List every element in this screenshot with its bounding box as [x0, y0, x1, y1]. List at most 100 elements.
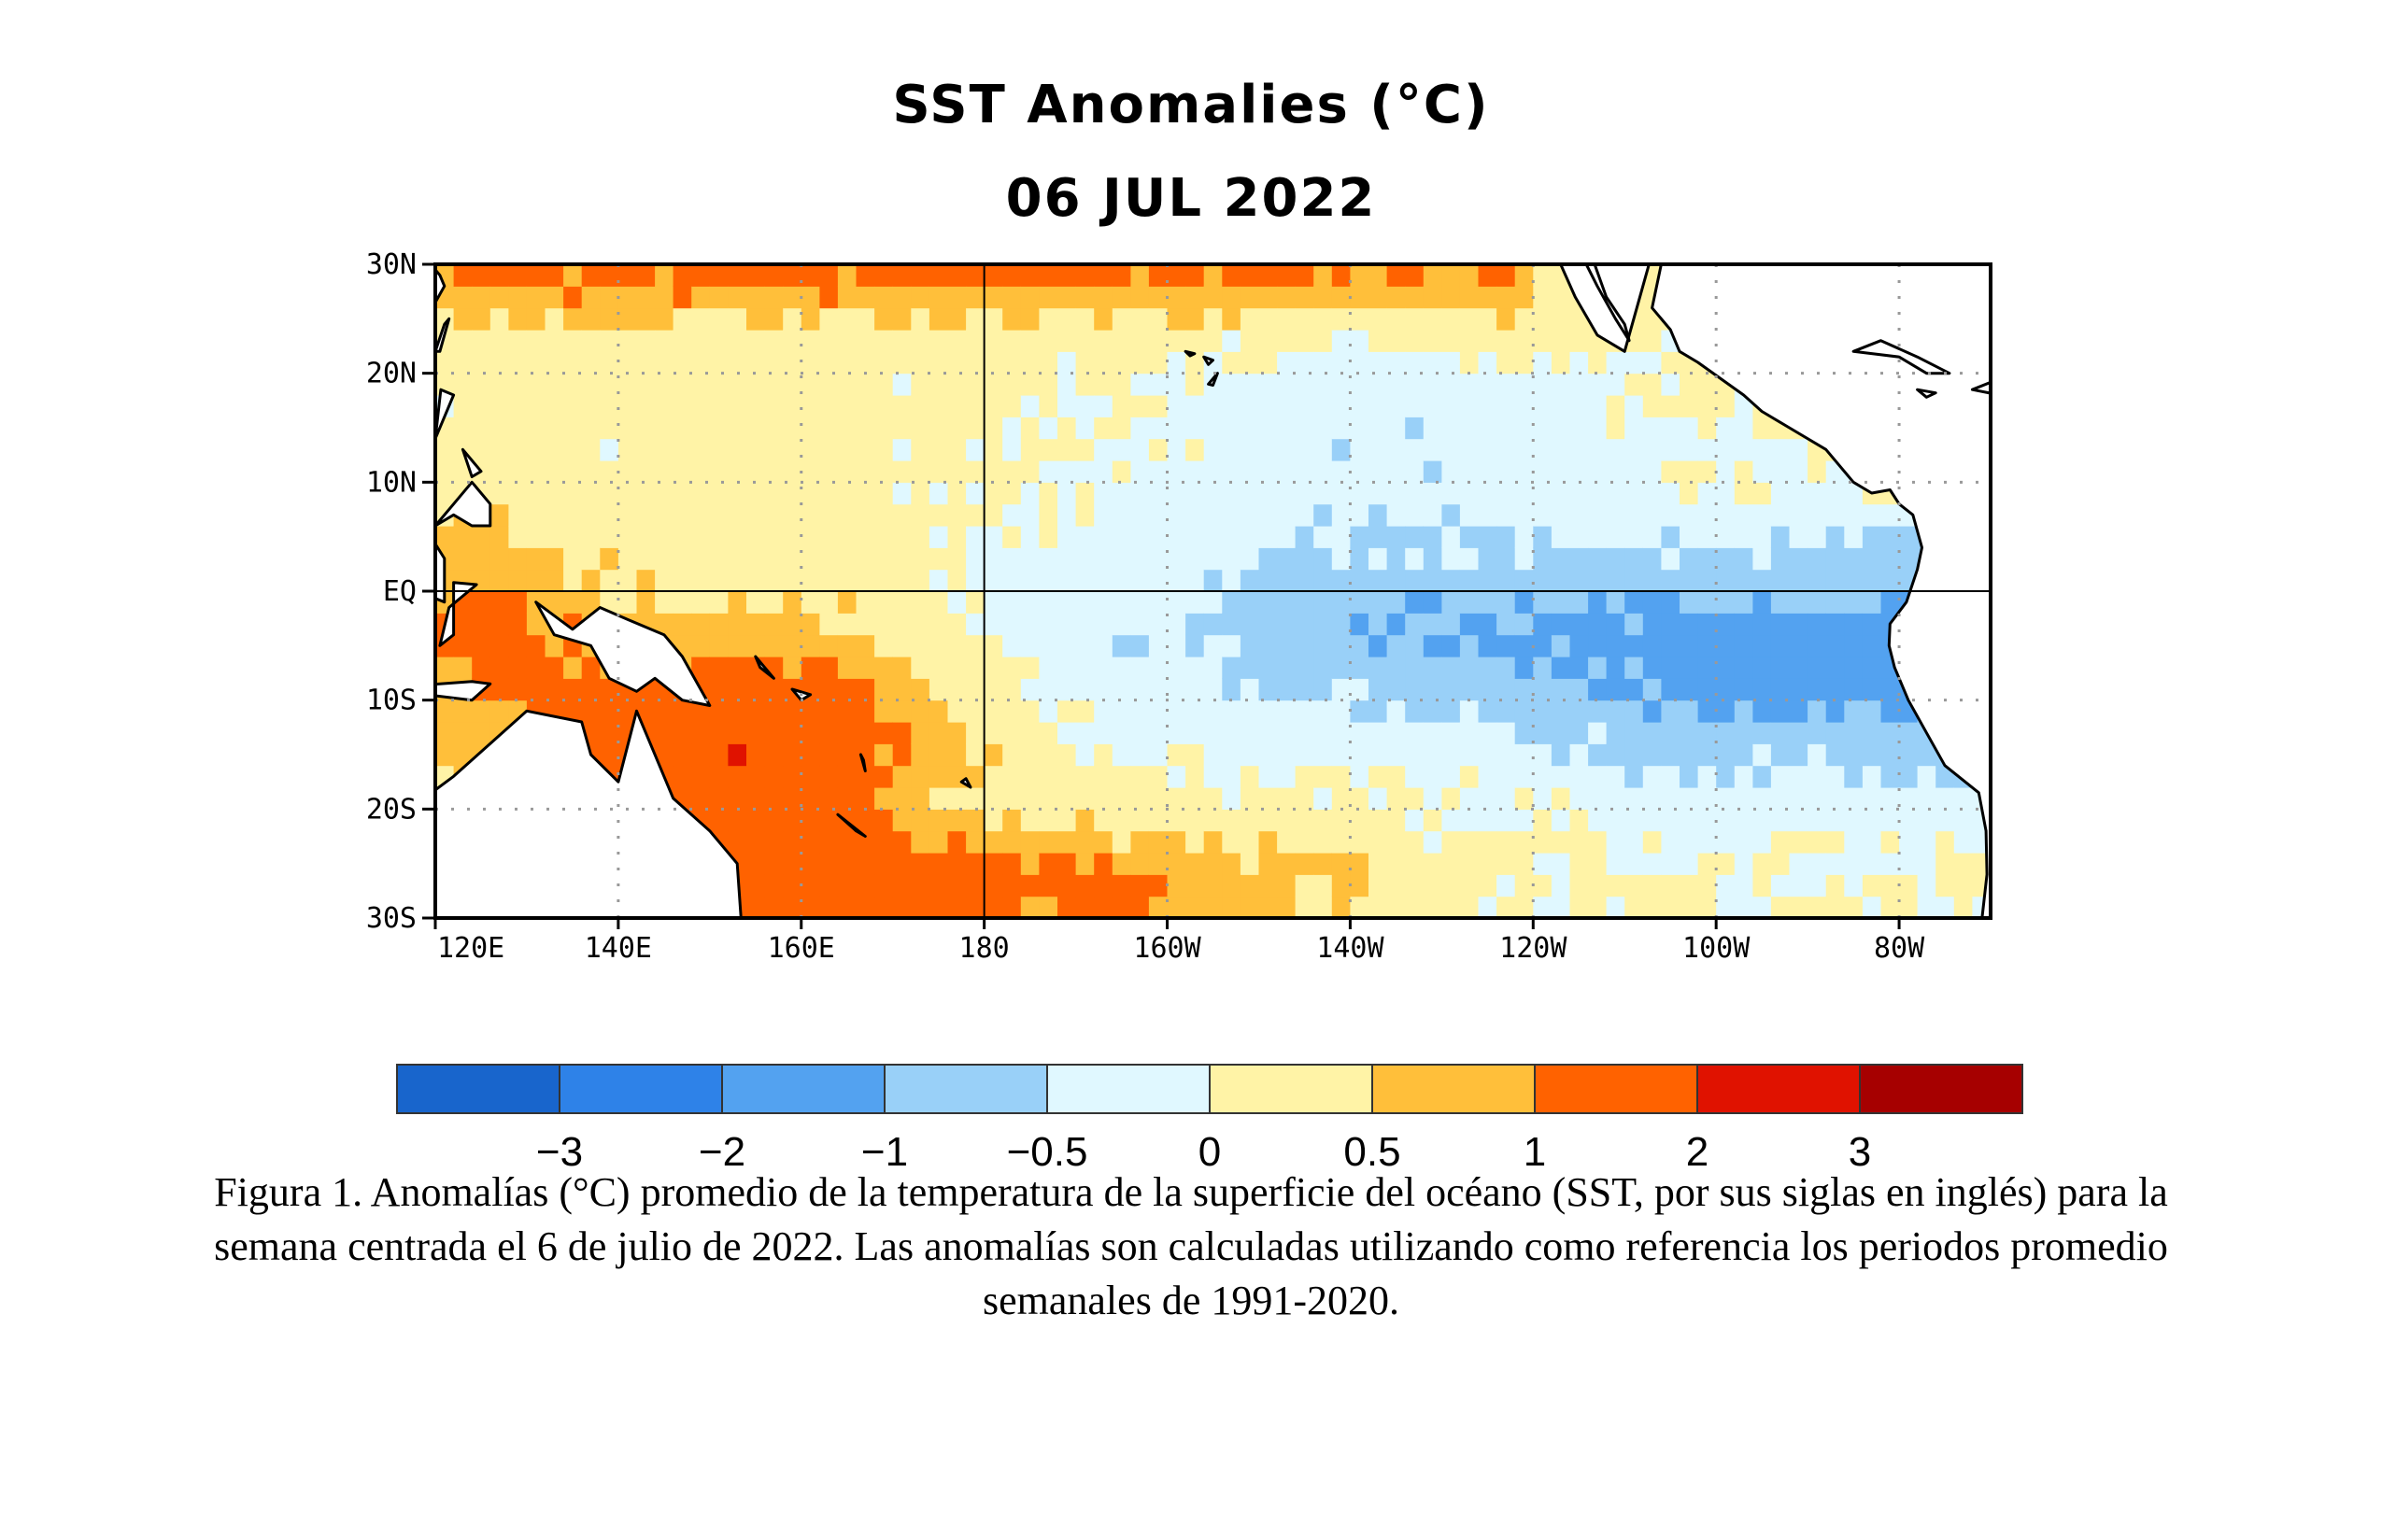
- anomaly-cell: [1020, 417, 1040, 440]
- anomaly-cell: [617, 264, 638, 287]
- anomaly-cell: [1697, 722, 1717, 744]
- anomaly-cell: [691, 569, 711, 592]
- anomaly-cell: [1825, 853, 1845, 875]
- anomaly-cell: [1624, 569, 1644, 592]
- anomaly-cell: [1277, 307, 1297, 331]
- anomaly-cell: [856, 613, 875, 636]
- anomaly-cell: [1258, 373, 1278, 396]
- anomaly-cell: [929, 373, 949, 396]
- anomaly-cell: [709, 809, 729, 832]
- anomaly-cell: [1167, 569, 1186, 592]
- anomaly-cell: [1880, 722, 1900, 744]
- anomaly-cell: [1112, 657, 1131, 679]
- anomaly-cell: [655, 547, 674, 571]
- anomaly-cell: [617, 330, 638, 352]
- colorbar-swatch: [1534, 1064, 1698, 1114]
- anomaly-cell: [1167, 853, 1186, 875]
- anomaly-cell: [947, 743, 967, 767]
- anomaly-cell: [1752, 809, 1772, 832]
- anomaly-cell: [929, 482, 949, 505]
- anomaly-cell: [1277, 417, 1297, 440]
- anomaly-cell: [545, 351, 564, 374]
- anomaly-cell: [1551, 634, 1571, 657]
- anomaly-cell: [1569, 438, 1589, 461]
- anomaly-cell: [1075, 330, 1095, 352]
- anomaly-cell: [1057, 787, 1077, 810]
- anomaly-cell: [1533, 765, 1553, 788]
- anomaly-cell: [1606, 657, 1625, 679]
- anomaly-cell: [563, 330, 583, 352]
- anomaly-cell: [600, 678, 619, 701]
- anomaly-cell: [1222, 526, 1241, 548]
- anomaly-cell: [655, 722, 674, 744]
- anomaly-cell: [728, 286, 747, 309]
- anomaly-cell: [1606, 526, 1625, 548]
- anomaly-cell: [783, 503, 802, 527]
- anomaly-cell: [1112, 678, 1131, 701]
- anomaly-cell: [1350, 591, 1369, 614]
- anomaly-cell: [1606, 417, 1625, 440]
- anomaly-cell: [764, 743, 784, 767]
- anomaly-cell: [856, 743, 875, 767]
- anomaly-cell: [1423, 286, 1442, 309]
- anomaly-cell: [1459, 809, 1480, 832]
- anomaly-cell: [563, 460, 583, 483]
- anomaly-cell: [489, 373, 509, 396]
- anomaly-cell: [1075, 417, 1095, 440]
- anomaly-cell: [691, 657, 711, 679]
- anomaly-cell: [1094, 699, 1113, 723]
- anomaly-cell: [1295, 547, 1314, 571]
- anomaly-cell: [1167, 438, 1186, 461]
- anomaly-cell: [1808, 896, 1827, 918]
- anomaly-cell: [1386, 286, 1406, 309]
- anomaly-cell: [617, 482, 638, 505]
- anomaly-cell: [1680, 482, 1699, 505]
- anomaly-cell: [1734, 765, 1753, 788]
- anomaly-cell: [728, 503, 747, 527]
- anomaly-cell: [1899, 765, 1919, 788]
- anomaly-cell: [1112, 286, 1131, 309]
- anomaly-cell: [508, 460, 528, 483]
- anomaly-cell: [1405, 830, 1425, 854]
- anomaly-cell: [1112, 634, 1131, 657]
- anomaly-cell: [1459, 569, 1480, 592]
- anomaly-cell: [1148, 373, 1169, 396]
- anomaly-cell: [1277, 264, 1297, 287]
- anomaly-cell: [1240, 351, 1260, 374]
- anomaly-cell: [1039, 830, 1058, 854]
- anomaly-cell: [1441, 526, 1461, 548]
- anomaly-cell: [1533, 547, 1553, 571]
- anomaly-cell: [1020, 765, 1040, 788]
- anomaly-cell: [691, 373, 711, 396]
- anomaly-cell: [1716, 526, 1736, 548]
- anomaly-cell: [655, 373, 674, 396]
- anomaly-cell: [1514, 853, 1534, 875]
- anomaly-cell: [489, 699, 509, 723]
- anomaly-cell: [911, 373, 930, 396]
- anomaly-cell: [1039, 460, 1058, 483]
- anomaly-cell: [1386, 526, 1406, 548]
- anomaly-cell: [1624, 853, 1644, 875]
- anomaly-cell: [581, 678, 601, 701]
- anomaly-cell: [764, 264, 784, 287]
- anomaly-cell: [1386, 482, 1406, 505]
- anomaly-cell: [892, 722, 912, 744]
- anomaly-cell: [1277, 569, 1297, 592]
- anomaly-cell: [1880, 591, 1900, 614]
- anomaly-cell: [1734, 874, 1753, 897]
- anomaly-cell: [1551, 569, 1571, 592]
- anomaly-cell: [581, 264, 601, 287]
- anomaly-cell: [1148, 460, 1169, 483]
- anomaly-cell: [801, 765, 820, 788]
- anomaly-cell: [1277, 613, 1297, 636]
- anomaly-cell: [1514, 809, 1534, 832]
- anomaly-cell: [746, 503, 766, 527]
- anomaly-cell: [581, 591, 601, 614]
- anomaly-cell: [1368, 699, 1388, 723]
- anomaly-cell: [819, 853, 839, 875]
- anomaly-cell: [709, 634, 729, 657]
- anomaly-cell: [1808, 460, 1827, 483]
- anomaly-cell: [984, 678, 1003, 701]
- anomaly-cell: [1331, 438, 1351, 461]
- anomaly-cell: [709, 613, 729, 636]
